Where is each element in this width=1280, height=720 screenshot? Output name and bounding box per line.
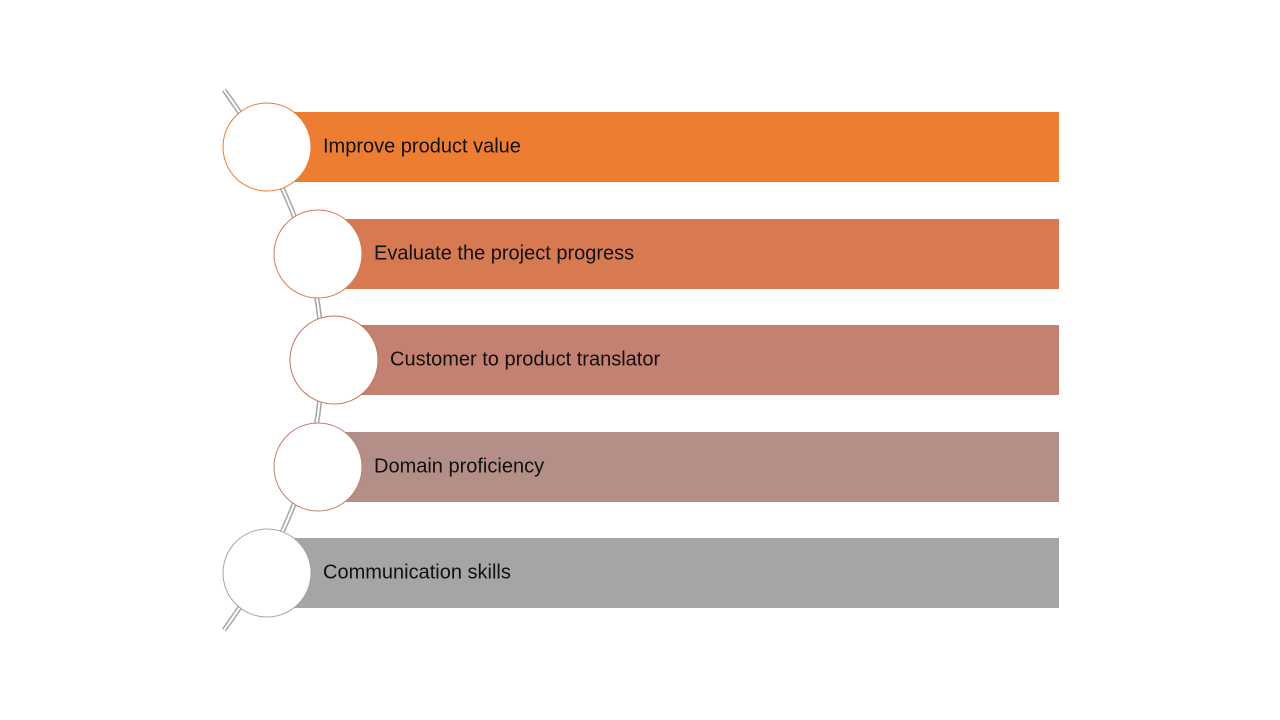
- node-circle: [273, 209, 363, 299]
- item-label: Communication skills: [323, 561, 511, 583]
- item-label: Domain proficiency: [374, 455, 544, 477]
- node-circle: [222, 102, 312, 192]
- rows: Improve product value Evaluate the projec…: [222, 102, 1059, 618]
- node-circle: [222, 528, 312, 618]
- node-circle: [273, 422, 363, 512]
- item-label: Customer to product translator: [390, 348, 660, 370]
- bar: [267, 112, 1059, 182]
- item-label: Evaluate the project progress: [374, 242, 634, 264]
- item-label: Improve product value: [323, 135, 521, 157]
- bar: [318, 432, 1059, 502]
- bar: [334, 325, 1059, 395]
- node-circle: [289, 315, 379, 405]
- bar: [267, 538, 1059, 608]
- bar: [318, 219, 1059, 289]
